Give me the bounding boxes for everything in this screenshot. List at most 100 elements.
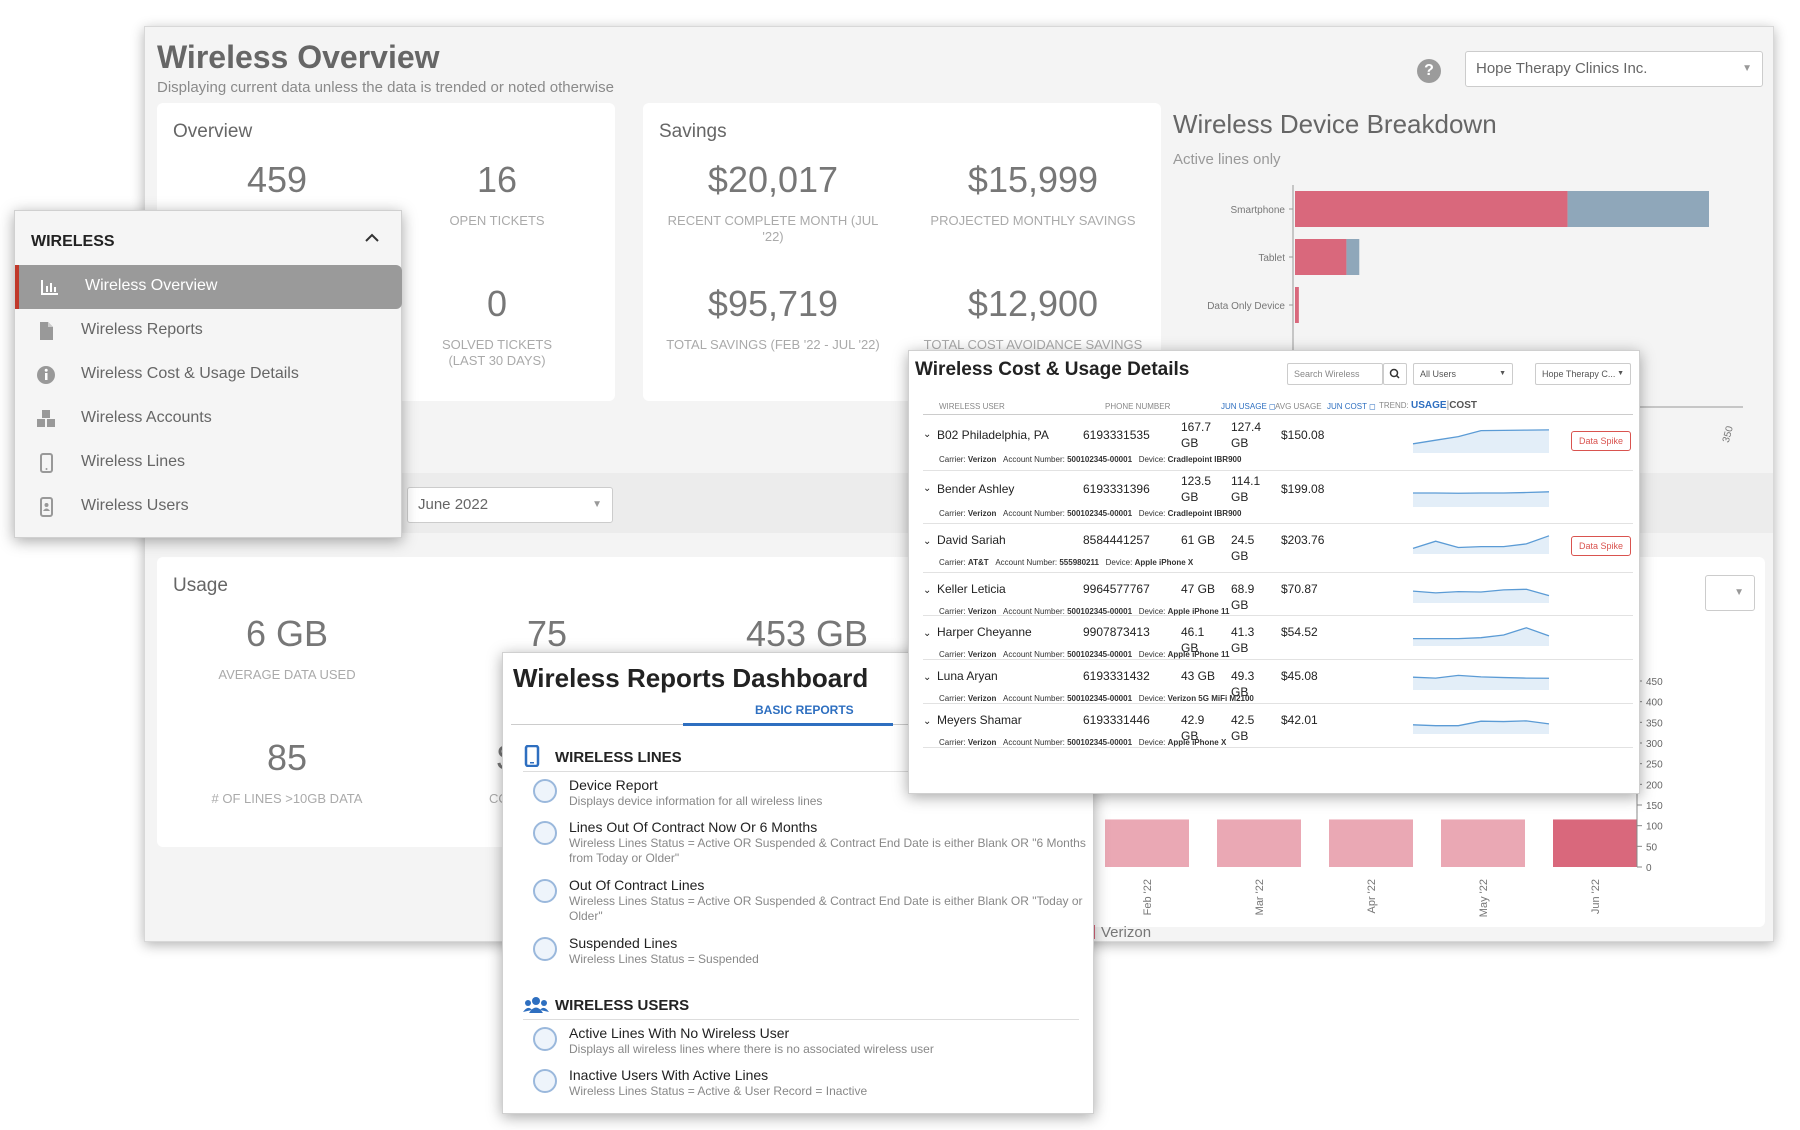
expand-chevron-icon[interactable]: ⌄	[923, 672, 932, 683]
month-select[interactable]: June 2022 ▼	[407, 487, 613, 523]
lines-over-10gb-value: 85	[266, 737, 308, 778]
col-trend: TREND: USAGE|COST	[1379, 400, 1477, 411]
expand-chevron-icon[interactable]: ⌄	[923, 628, 932, 639]
expand-chevron-icon[interactable]: ⌄	[923, 585, 932, 596]
download-icon[interactable]	[533, 879, 557, 903]
search-button[interactable]	[1383, 363, 1407, 385]
menu-item-wireless-accounts[interactable]: Wireless Accounts	[15, 397, 403, 441]
trend-sparkline	[1412, 674, 1550, 690]
data-spike-badge[interactable]: Data Spike	[1571, 431, 1631, 451]
trend-cost-toggle[interactable]: COST	[1449, 400, 1477, 411]
report-inactive-users-active-lines[interactable]: Inactive Users With Active Lines Wireles…	[569, 1067, 1089, 1099]
trend-usage-toggle[interactable]: USAGE	[1411, 400, 1447, 411]
account-value: 500102345-00001	[1067, 607, 1133, 616]
users-select-value: All Users	[1420, 369, 1457, 379]
y-tick-label: 150	[1646, 801, 1663, 812]
cell-user[interactable]: Bender Ashley	[937, 482, 1015, 496]
table-row[interactable]: ⌄ Luna Aryan 6193331432 43 GB 49.3 GB $45.08 C…	[923, 660, 1633, 704]
bar	[1295, 191, 1568, 227]
chart-select[interactable]: ▼	[1705, 575, 1755, 611]
cell-user[interactable]: David Sariah	[937, 533, 1006, 547]
carrier-value: Verizon	[967, 509, 997, 518]
download-icon[interactable]	[533, 1069, 557, 1093]
expand-chevron-icon[interactable]: ⌄	[923, 536, 932, 547]
sparkline-area	[1413, 491, 1549, 507]
cell-user[interactable]: Harper Cheyanne	[937, 625, 1032, 639]
cell-avg-usage: 42.5 GB	[1231, 713, 1255, 743]
cell-jun-usage: 167.7 GB	[1181, 420, 1212, 450]
cell-user[interactable]: Keller Leticia	[937, 582, 1006, 596]
cell-jun-usage: 61 GB	[1181, 533, 1216, 547]
menu-item-wireless-lines[interactable]: Wireless Lines	[15, 441, 403, 485]
projected-savings-value: $15,999	[967, 159, 1099, 200]
cell-user[interactable]: Luna Aryan	[937, 669, 998, 683]
chevron-down-icon: ▼	[1499, 370, 1506, 377]
report-out-of-contract-lines[interactable]: Out Of Contract Lines Wireless Lines Sta…	[569, 877, 1089, 924]
search-input[interactable]: Search Wireless	[1287, 363, 1383, 385]
expand-chevron-icon[interactable]: ⌄	[923, 716, 932, 727]
cell-phone: 8584441257	[1083, 533, 1150, 547]
report-lines-out-of-contract-6m[interactable]: Lines Out Of Contract Now Or 6 Months Wi…	[569, 819, 1089, 866]
cell-jun-cost: $42.01	[1281, 713, 1318, 727]
mobile-phone-icon	[523, 744, 541, 772]
table-row[interactable]: ⌄ Keller Leticia 9964577767 47 GB 68.9 GB $70…	[923, 573, 1633, 616]
menu-item-wireless-overview[interactable]: Wireless Overview	[15, 265, 402, 309]
table-row[interactable]: ⌄ B02 Philadelphia, PA 6193331535 167.7 GB 1…	[923, 417, 1633, 471]
menu-item-cost-usage[interactable]: Wireless Cost & Usage Details	[15, 353, 403, 397]
download-icon[interactable]	[533, 821, 557, 845]
document-icon	[35, 320, 57, 342]
x-tick-label: 350	[1721, 425, 1736, 444]
cubes-icon	[35, 408, 57, 430]
company-select[interactable]: Hope Therapy Clinics Inc. ▼	[1465, 51, 1763, 87]
table-row[interactable]: ⌄ David Sariah 8584441257 61 GB 24.5 GB $203.…	[923, 524, 1633, 573]
data-spike-badge[interactable]: Data Spike	[1571, 536, 1631, 556]
help-circle-icon[interactable]: ?	[1417, 59, 1441, 83]
carrier-label: Carrier:	[939, 738, 966, 747]
trend-separator: |	[1446, 400, 1450, 411]
chevron-up-icon[interactable]	[363, 229, 381, 252]
bar	[1553, 819, 1637, 867]
trend-sparkline	[1412, 720, 1550, 734]
company-select[interactable]: Hope Therapy C... ▼	[1535, 363, 1631, 385]
cell-user[interactable]: Meyers Shamar	[937, 713, 1022, 727]
row-details: Carrier: Verizon Account Number: 5001023…	[939, 694, 1254, 703]
download-icon[interactable]	[533, 779, 557, 803]
trend-sparkline	[1412, 588, 1550, 603]
y-tick-label: 200	[1646, 780, 1663, 791]
report-name: Inactive Users With Active Lines	[569, 1067, 769, 1083]
table-row[interactable]: ⌄ Harper Cheyanne 9907873413 46.1 GB 41.3 GB…	[923, 616, 1633, 660]
page-subtitle: Displaying current data unless the data …	[157, 79, 614, 96]
report-suspended-lines[interactable]: Suspended Lines Wireless Lines Status = …	[569, 935, 1089, 967]
account-value: 500102345-00001	[1067, 455, 1133, 464]
menu-item-wireless-reports[interactable]: Wireless Reports	[15, 309, 403, 353]
trend-label: TREND:	[1379, 401, 1409, 410]
report-device-report[interactable]: Device Report Displays device informatio…	[569, 777, 1089, 809]
chevron-down-icon: ▼	[1617, 370, 1624, 377]
users-select[interactable]: All Users ▼	[1413, 363, 1513, 385]
report-desc: Displays device information for all wire…	[569, 794, 823, 808]
report-active-lines-no-user[interactable]: Active Lines With No Wireless User Displ…	[569, 1025, 1089, 1057]
col-jun-cost[interactable]: JUN COST ◻	[1327, 402, 1376, 411]
account-label: Account Number:	[1003, 650, 1065, 659]
device-label: Device:	[1138, 509, 1166, 518]
col-avg-usage: AVG USAGE	[1275, 402, 1322, 411]
table-row[interactable]: ⌄ Bender Ashley 6193331396 123.5 GB 114.1 GB…	[923, 471, 1633, 524]
savings-title: Savings	[659, 121, 727, 142]
sort-icon: ◻	[1369, 402, 1376, 411]
expand-chevron-icon[interactable]: ⌄	[923, 483, 932, 494]
menu-item-wireless-users[interactable]: Wireless Users	[15, 485, 403, 529]
x-tick-label: Mar '22	[1254, 879, 1266, 915]
cell-user[interactable]: B02 Philadelphia, PA	[937, 428, 1049, 442]
tab-basic-reports[interactable]: BASIC REPORTS	[755, 703, 854, 717]
cell-avg-usage: 49.3 GB	[1231, 669, 1255, 699]
cell-jun-cost: $199.08	[1281, 482, 1325, 496]
month-select-value: June 2022	[418, 496, 489, 513]
download-icon[interactable]	[533, 937, 557, 961]
col-jun-usage[interactable]: JUN USAGE ◻	[1221, 402, 1276, 411]
expand-chevron-icon[interactable]: ⌄	[923, 429, 932, 440]
row-details: Carrier: Verizon Account Number: 5001023…	[939, 738, 1226, 747]
table-row[interactable]: ⌄ Meyers Shamar 6193331446 42.9 GB 42.5 GB $4…	[923, 704, 1633, 748]
download-icon[interactable]	[533, 1027, 557, 1051]
y-tick-label: 250	[1646, 760, 1663, 771]
menu-item-label: Wireless Cost & Usage Details	[81, 365, 299, 382]
